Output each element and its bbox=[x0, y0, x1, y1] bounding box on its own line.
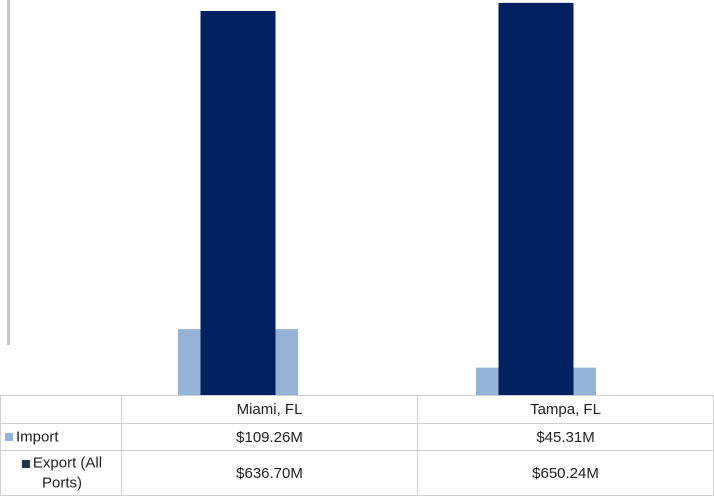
legend-label: Import bbox=[16, 428, 59, 446]
value-cell: $109.26M bbox=[121, 423, 418, 451]
legend-swatch bbox=[5, 433, 13, 442]
value-cell: $45.31M bbox=[417, 423, 714, 451]
series-row: Import $109.26M $45.31M bbox=[0, 423, 714, 451]
legend-cell: Export (All Ports) bbox=[0, 450, 122, 496]
legend-swatch bbox=[21, 459, 30, 468]
bar bbox=[200, 11, 276, 395]
bar bbox=[498, 2, 574, 395]
corner-cell bbox=[0, 395, 122, 424]
category-cell: Tampa, FL bbox=[417, 395, 714, 424]
legend-label: Export (All Ports) bbox=[32, 455, 103, 492]
header-row: Miami, FL Tampa, FL bbox=[0, 395, 714, 424]
value-cell: $650.24M bbox=[417, 450, 714, 496]
category-cell: Miami, FL bbox=[121, 395, 418, 424]
series-row: Export (All Ports) $636.70M $650.24M bbox=[0, 450, 714, 496]
legend-cell: Import bbox=[0, 423, 122, 451]
chart bbox=[7, 0, 596, 395]
value-cell: $636.70M bbox=[121, 450, 418, 496]
data-table: Miami, FL Tampa, FL Import $109.26M $45.… bbox=[0, 395, 714, 496]
